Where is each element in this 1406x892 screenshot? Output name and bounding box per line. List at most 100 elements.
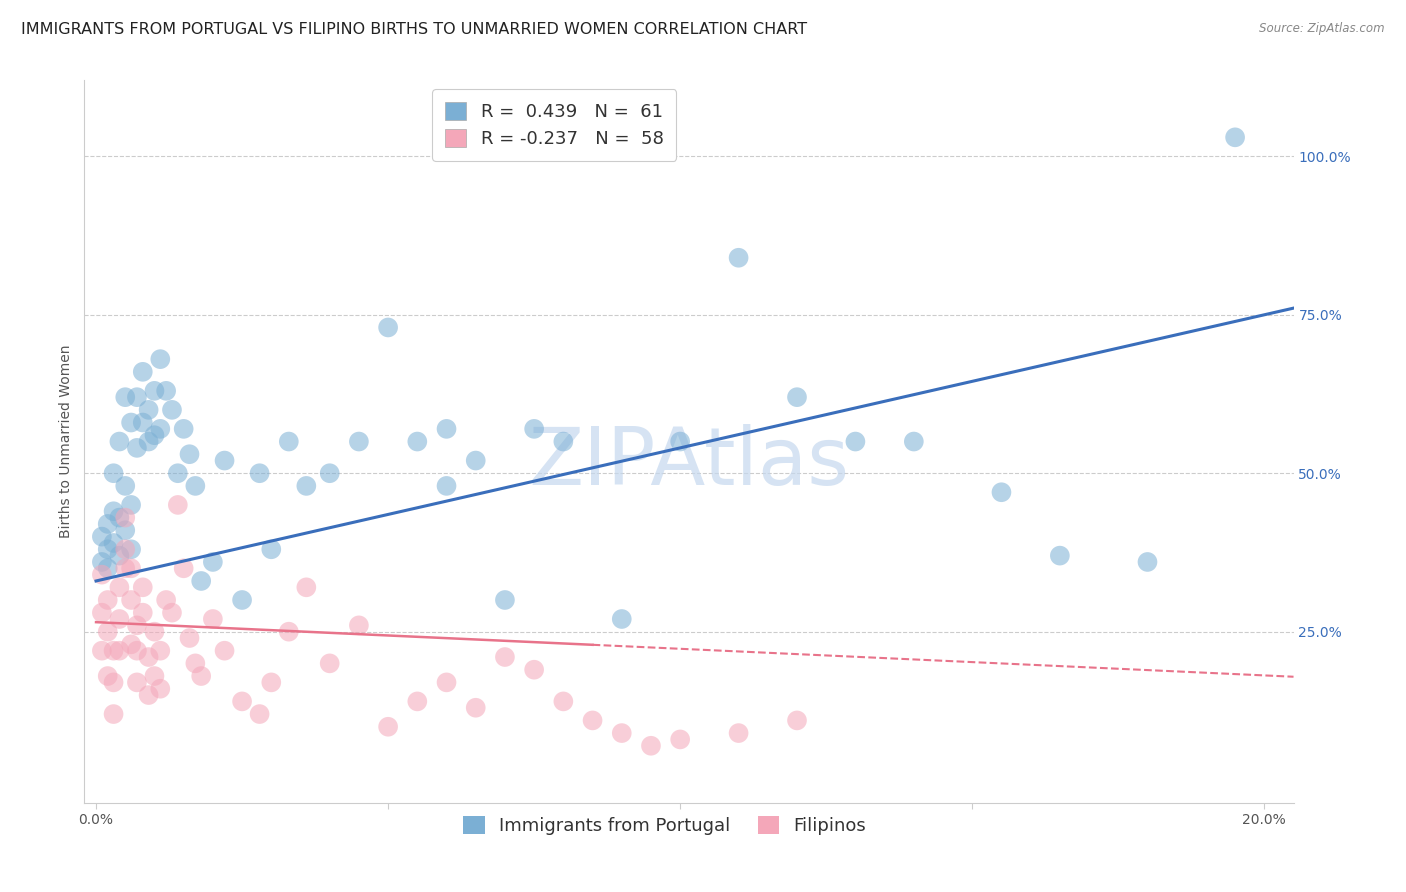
Point — [125, 675, 148, 690]
Point — [260, 675, 283, 690]
Point — [523, 422, 546, 436]
Point — [149, 643, 172, 657]
Point — [125, 441, 148, 455]
Point — [406, 434, 429, 449]
Point — [990, 485, 1012, 500]
Point — [143, 624, 166, 639]
Point — [669, 732, 692, 747]
Point — [231, 694, 253, 708]
Point — [786, 714, 808, 728]
Point — [669, 434, 692, 449]
Point — [436, 479, 458, 493]
Point — [347, 618, 370, 632]
Point — [114, 523, 136, 537]
Point — [179, 631, 201, 645]
Point — [103, 707, 125, 722]
Point — [125, 643, 148, 657]
Point — [1223, 130, 1246, 145]
Point — [1049, 549, 1071, 563]
Text: ZIPAtlas: ZIPAtlas — [529, 425, 849, 502]
Point — [184, 479, 207, 493]
Point — [90, 530, 112, 544]
Point — [347, 434, 370, 449]
Point — [231, 593, 253, 607]
Point — [786, 390, 808, 404]
Point — [377, 720, 399, 734]
Point — [494, 593, 516, 607]
Point — [97, 561, 120, 575]
Point — [120, 561, 142, 575]
Point — [640, 739, 662, 753]
Point — [464, 700, 486, 714]
Point — [277, 434, 299, 449]
Point — [120, 593, 142, 607]
Point — [114, 390, 136, 404]
Point — [103, 504, 125, 518]
Point — [138, 688, 160, 702]
Point — [90, 555, 112, 569]
Point — [138, 434, 160, 449]
Point — [494, 650, 516, 665]
Point — [108, 510, 131, 524]
Point — [132, 416, 155, 430]
Point — [108, 643, 131, 657]
Point — [581, 714, 603, 728]
Point — [132, 365, 155, 379]
Point — [103, 675, 125, 690]
Point — [277, 624, 299, 639]
Point — [149, 422, 172, 436]
Point — [160, 606, 183, 620]
Point — [108, 580, 131, 594]
Point — [90, 643, 112, 657]
Point — [120, 416, 142, 430]
Point — [166, 467, 188, 481]
Point — [103, 467, 125, 481]
Point — [214, 453, 236, 467]
Point — [97, 542, 120, 557]
Point — [108, 549, 131, 563]
Point — [166, 498, 188, 512]
Point — [249, 707, 271, 722]
Point — [179, 447, 201, 461]
Point — [318, 657, 340, 671]
Point — [97, 669, 120, 683]
Point — [260, 542, 283, 557]
Point — [97, 593, 120, 607]
Text: IMMIGRANTS FROM PORTUGAL VS FILIPINO BIRTHS TO UNMARRIED WOMEN CORRELATION CHART: IMMIGRANTS FROM PORTUGAL VS FILIPINO BIR… — [21, 22, 807, 37]
Point — [143, 428, 166, 442]
Point — [138, 402, 160, 417]
Point — [553, 434, 575, 449]
Point — [132, 606, 155, 620]
Point — [114, 479, 136, 493]
Point — [844, 434, 866, 449]
Point — [143, 669, 166, 683]
Text: Source: ZipAtlas.com: Source: ZipAtlas.com — [1260, 22, 1385, 36]
Point — [108, 434, 131, 449]
Point — [114, 561, 136, 575]
Point — [125, 618, 148, 632]
Point — [436, 422, 458, 436]
Point — [184, 657, 207, 671]
Point — [214, 643, 236, 657]
Point — [406, 694, 429, 708]
Y-axis label: Births to Unmarried Women: Births to Unmarried Women — [59, 345, 73, 538]
Point — [1136, 555, 1159, 569]
Point — [295, 580, 318, 594]
Point — [464, 453, 486, 467]
Point — [155, 384, 177, 398]
Point — [143, 384, 166, 398]
Point — [727, 251, 749, 265]
Point — [155, 593, 177, 607]
Point — [190, 574, 212, 588]
Point — [108, 612, 131, 626]
Point — [103, 536, 125, 550]
Point — [149, 352, 172, 367]
Point — [114, 510, 136, 524]
Point — [553, 694, 575, 708]
Point — [436, 675, 458, 690]
Point — [201, 612, 224, 626]
Point — [97, 516, 120, 531]
Point — [160, 402, 183, 417]
Point — [610, 726, 633, 740]
Point — [523, 663, 546, 677]
